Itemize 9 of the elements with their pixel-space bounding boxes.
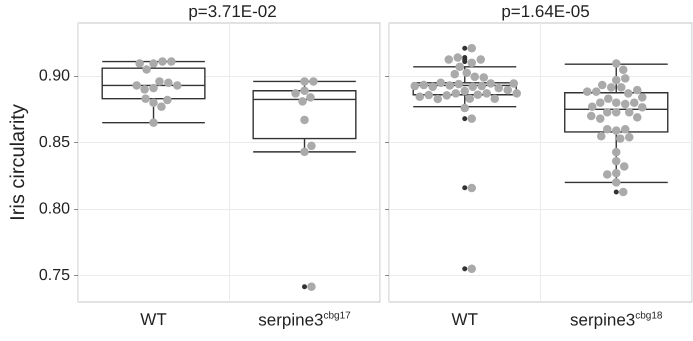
y-axis-title: Iris circularity — [7, 104, 29, 221]
x-tick-label: WT — [140, 310, 167, 329]
y-tick-label: 0.80 — [38, 200, 70, 218]
x-tick-label: WT — [452, 310, 478, 329]
y-tick-label: 0.85 — [38, 134, 70, 152]
chart-title: p=3.71E-02 — [188, 2, 277, 21]
y-tick-label: 0.75 — [38, 266, 70, 284]
y-tick-label: 0.90 — [38, 68, 70, 85]
chart-title: p=1.64E-05 — [501, 2, 590, 21]
